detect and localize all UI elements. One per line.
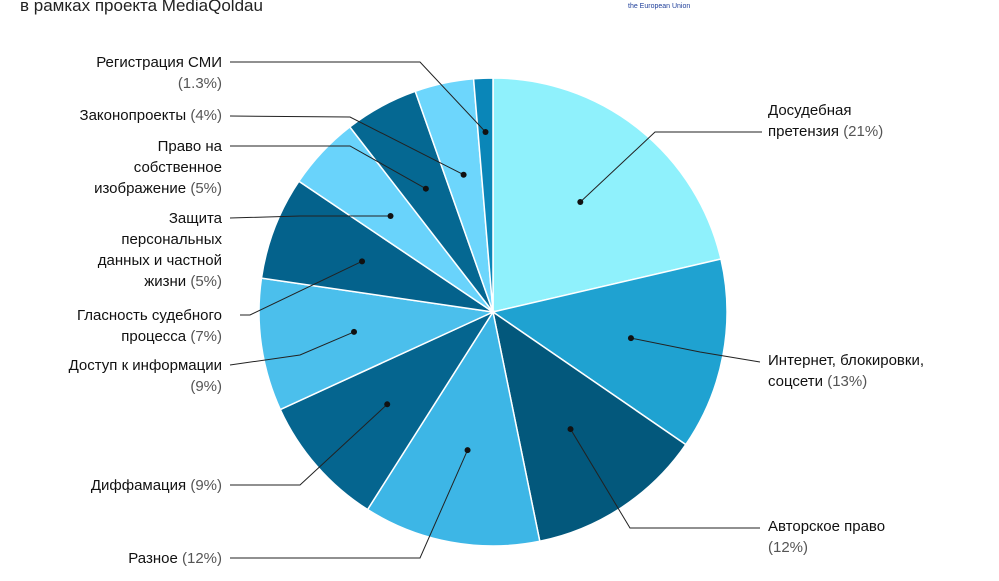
category-label: Интернет, блокировки, соцсети	[768, 352, 925, 390]
leader-line	[229, 115, 464, 176]
leader-dot	[482, 128, 489, 135]
data-label: Регистрация СМИ (1.3%)	[92, 52, 222, 94]
category-label: Авторское право	[768, 518, 886, 535]
leader-line	[630, 337, 761, 363]
category-label: Доступ к информации	[68, 357, 222, 374]
category-label: Гласность судебного процесса	[77, 307, 222, 345]
leader-line	[230, 449, 469, 559]
leader-dot	[464, 447, 471, 454]
category-label: Законопроекты	[79, 107, 187, 124]
leader-dot	[384, 401, 391, 408]
data-label: Гласность судебного процесса (7%)	[62, 305, 222, 347]
data-label: Доступ к информации (9%)	[62, 355, 222, 397]
data-label: Защита персональных данных и частной жиз…	[82, 208, 222, 292]
category-label: Регистрация СМИ	[96, 54, 222, 71]
leader-dot	[359, 258, 366, 265]
pie-slice	[492, 77, 722, 313]
value-label: (9%)	[190, 378, 222, 395]
value-label: (21%)	[843, 123, 884, 140]
leader-line	[230, 145, 427, 190]
leader-dot	[627, 335, 634, 342]
leader-dot	[567, 426, 574, 433]
leader-dot	[387, 213, 394, 220]
leader-line	[229, 331, 355, 366]
data-label: Досудебная претензия (21%)	[768, 100, 908, 142]
data-label: Законопроекты (4%)	[22, 105, 222, 126]
value-label: (13%)	[827, 373, 868, 390]
category-label: Защита персональных данных и частной жиз…	[97, 210, 222, 290]
value-label: (1.3%)	[177, 75, 222, 92]
leader-line	[229, 215, 391, 219]
leader-line	[240, 260, 363, 316]
pie-slice	[258, 277, 496, 411]
leader-dot	[422, 185, 429, 192]
leader-dot	[351, 328, 358, 335]
value-label: (5%)	[190, 180, 222, 197]
subtitle: в рамках проекта MediaQoldau	[20, 0, 263, 15]
value-label: (9%)	[190, 477, 222, 494]
leader-dot	[460, 171, 467, 178]
pie-slice	[279, 310, 495, 511]
data-label: Разное (12%)	[22, 548, 222, 569]
data-label: Право на собственное изображение (5%)	[87, 136, 222, 199]
leader-line	[579, 131, 762, 203]
logo-text: the European Union	[628, 3, 691, 10]
value-label: (7%)	[190, 328, 222, 345]
pie-slice	[491, 310, 687, 543]
category-label: Разное	[128, 550, 178, 567]
pie-slice	[260, 180, 494, 313]
value-label: (5%)	[190, 273, 222, 290]
data-label: Диффамация (9%)	[22, 475, 222, 496]
value-label: (12%)	[181, 550, 222, 567]
value-label: (4%)	[190, 107, 222, 124]
leader-dot	[577, 199, 584, 206]
pie-slice	[366, 310, 541, 547]
pie-slice	[472, 77, 494, 313]
category-label: Право на собственное изображение	[94, 138, 222, 197]
data-label: Авторское право (12%)	[768, 516, 908, 558]
leader-line	[230, 403, 388, 486]
leader-line	[230, 61, 486, 133]
data-label: Интернет, блокировки, соцсети (13%)	[768, 350, 933, 392]
value-label: (12%)	[768, 539, 809, 556]
category-label: Досудебная претензия	[768, 102, 852, 140]
leader-line	[570, 428, 760, 529]
category-label: Диффамация	[90, 477, 187, 494]
